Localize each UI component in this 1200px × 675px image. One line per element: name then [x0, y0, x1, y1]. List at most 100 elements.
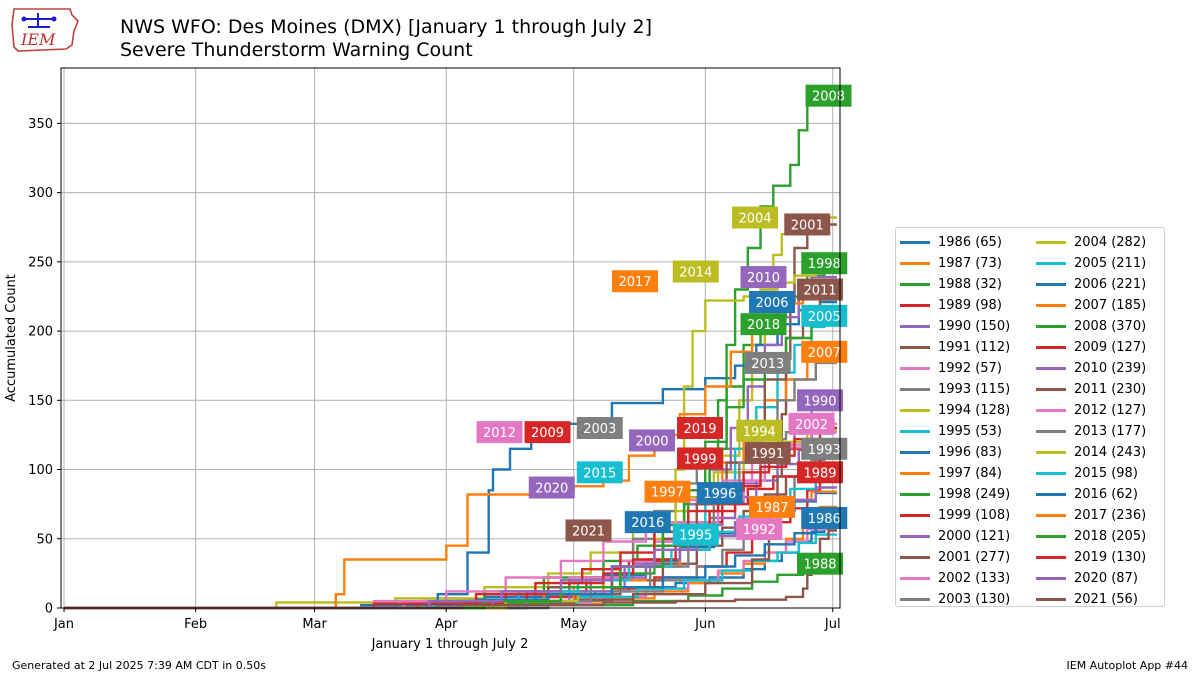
legend-label: 1992 (57)	[938, 361, 1002, 376]
legend-item: 2015 (98)	[1036, 463, 1146, 484]
legend-swatch	[1036, 472, 1066, 475]
y-tick-label: 350	[28, 117, 53, 132]
chart-title: NWS WFO: Des Moines (DMX) [January 1 thr…	[120, 16, 652, 62]
year-label-2008: 2008	[805, 84, 852, 107]
year-label-text: 1994	[743, 425, 776, 440]
legend-item: 1988 (32)	[900, 274, 1010, 295]
year-label-2016: 2016	[624, 511, 671, 534]
legend-item: 2008 (370)	[1036, 316, 1146, 337]
footer-generated-text: Generated at 2 Jul 2025 7:39 AM CDT in 0…	[12, 659, 266, 672]
legend-swatch	[1036, 367, 1066, 370]
year-label-text: 1995	[679, 529, 712, 544]
legend-item: 2013 (177)	[1036, 421, 1146, 442]
year-label-box	[801, 340, 848, 363]
legend-swatch	[900, 577, 930, 580]
year-label-box	[801, 304, 848, 327]
series-line-1991	[64, 451, 837, 610]
legend-swatch	[1036, 556, 1066, 559]
legend-item: 2014 (243)	[1036, 442, 1146, 463]
year-label-box	[740, 266, 787, 289]
footer-app-text: IEM Autoplot App #44	[1066, 659, 1189, 672]
year-label-text: 2018	[747, 318, 780, 333]
year-label-box	[801, 252, 848, 275]
year-label-text: 2006	[755, 296, 788, 311]
legend-item: 1989 (98)	[900, 295, 1010, 316]
legend-item: 2004 (282)	[1036, 232, 1146, 253]
legend-column-1: 1986 (65) 1987 (73) 1988 (32) 1989 (98) 1990…	[900, 232, 1010, 610]
legend: 1986 (65) 1987 (73) 1988 (32) 1989 (98) 1990…	[895, 227, 1165, 607]
series-line-2004	[64, 216, 837, 610]
year-label-box	[672, 260, 719, 283]
year-label-text: 2007	[808, 346, 841, 361]
year-label-text: 2003	[583, 422, 616, 437]
year-label-1986: 1986	[801, 507, 848, 529]
legend-item: 1994 (128)	[900, 400, 1010, 421]
year-label-2019: 2019	[677, 417, 724, 439]
year-label-box	[524, 421, 571, 444]
legend-label: 2016 (62)	[1074, 487, 1138, 502]
legend-swatch	[900, 514, 930, 517]
year-label-box	[644, 480, 691, 503]
legend-label: 2009 (127)	[1074, 340, 1147, 355]
year-label-box	[576, 461, 623, 484]
year-label-2006: 2006	[749, 291, 796, 313]
legend-label: 1999 (108)	[938, 508, 1011, 523]
axis-ticks: Jan Feb Mar Apr May Jun Jul 0 50 100 150 200 250 300 3…	[28, 117, 840, 632]
year-label-2010: 2010	[740, 266, 787, 289]
year-label-2001: 2001	[784, 213, 831, 236]
title-line-2: Severe Thunderstorm Warning Count	[120, 39, 473, 61]
year-label-text: 2009	[531, 426, 564, 441]
legend-item: 2016 (62)	[1036, 484, 1146, 505]
year-label-box	[749, 291, 796, 313]
year-label-box	[624, 511, 671, 534]
legend-label: 2002 (133)	[938, 571, 1011, 586]
year-label-box	[565, 519, 612, 542]
year-label-text: 2014	[679, 266, 712, 281]
year-label-box	[801, 507, 848, 529]
legend-item: 1995 (53)	[900, 421, 1010, 442]
legend-item: 2003 (130)	[900, 589, 1010, 610]
year-label-box	[797, 278, 844, 301]
legend-swatch	[1036, 262, 1066, 265]
year-label-2009: 2009	[524, 421, 571, 444]
year-label-1998: 1998	[801, 252, 848, 275]
series-line-2020	[64, 486, 837, 610]
year-label-box	[740, 313, 787, 336]
year-label-1991: 1991	[744, 441, 791, 464]
year-label-1994: 1994	[736, 419, 783, 442]
year-label-box	[732, 206, 779, 229]
year-label-box	[749, 495, 796, 518]
legend-swatch	[900, 241, 930, 244]
year-label-1987: 1987	[749, 495, 796, 518]
year-label-text: 1991	[751, 447, 784, 462]
year-label-1992: 1992	[736, 518, 783, 541]
x-tick-label: Jul	[824, 617, 841, 632]
legend-swatch	[900, 388, 930, 391]
logo-text: IEM	[20, 30, 56, 49]
year-label-1995: 1995	[672, 523, 719, 546]
year-label-2018: 2018	[740, 313, 787, 336]
legend-item: 2007 (185)	[1036, 295, 1146, 316]
legend-item: 2005 (211)	[1036, 253, 1146, 274]
y-tick-label: 0	[45, 602, 53, 617]
legend-label: 2010 (239)	[1074, 361, 1147, 376]
y-tick-label: 250	[28, 255, 53, 270]
year-label-2015: 2015	[576, 461, 623, 484]
legend-item: 2006 (221)	[1036, 274, 1146, 295]
plot-frame	[60, 67, 841, 609]
legend-label: 1991 (112)	[938, 340, 1011, 355]
year-label-text: 1999	[683, 452, 716, 467]
x-tick-label: Feb	[184, 617, 207, 632]
legend-label: 1996 (83)	[938, 445, 1002, 460]
legend-swatch	[1036, 346, 1066, 349]
legend-label: 1989 (98)	[938, 298, 1002, 313]
year-label-box	[629, 429, 676, 452]
legend-swatch	[900, 493, 930, 496]
legend-swatch	[900, 409, 930, 412]
year-label-text: 2008	[812, 90, 845, 105]
year-label-text: 2002	[795, 418, 828, 433]
legend-swatch	[1036, 409, 1066, 412]
legend-label: 2021 (56)	[1074, 592, 1138, 607]
year-label-text: 1998	[808, 257, 841, 272]
year-label-text: 2004	[738, 212, 771, 227]
